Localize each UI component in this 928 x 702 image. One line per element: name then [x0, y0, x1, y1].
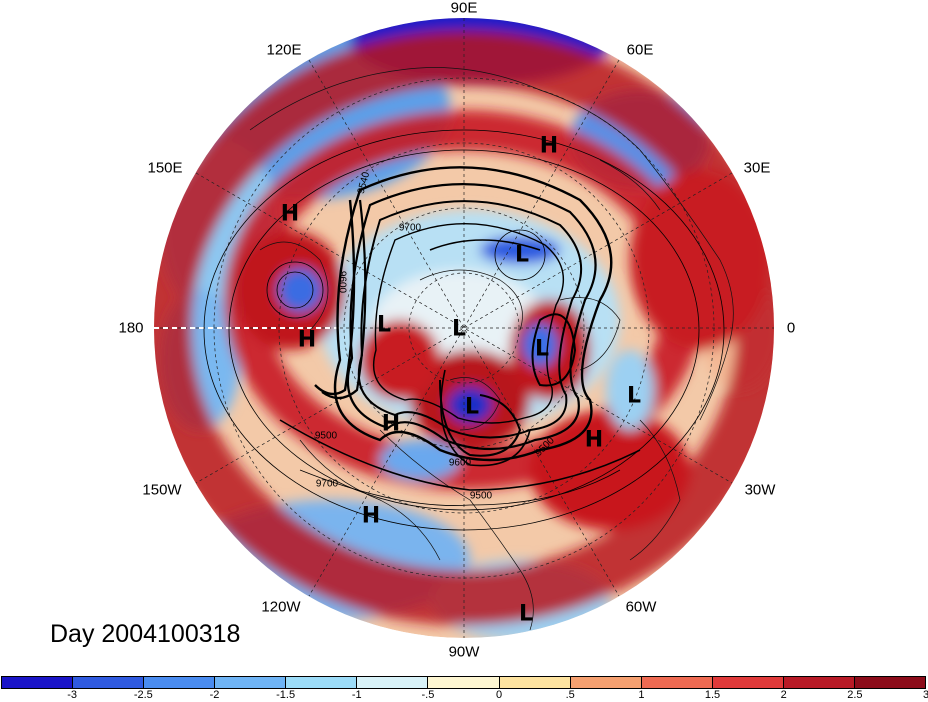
lon-label-30w: 30W — [744, 481, 776, 499]
lon-label-120e: 120E — [266, 41, 302, 59]
colorbar-tick-label: 1.5 — [704, 689, 721, 701]
high-pressure-mark: H — [381, 411, 401, 437]
lon-label-0: 0 — [786, 319, 796, 337]
colorbar-swatch — [215, 677, 287, 688]
low-pressure-mark: L — [451, 316, 467, 342]
contour-label: 9600 — [448, 457, 472, 469]
low-pressure-mark: L — [464, 394, 480, 420]
lon-label-90e: 90E — [450, 0, 478, 17]
high-pressure-mark: H — [584, 427, 604, 453]
colorbar-swatch — [712, 677, 784, 688]
lon-label-90w: 90W — [448, 643, 480, 661]
colorbar-tick-label: 2.5 — [847, 689, 863, 701]
colorbar-swatch — [286, 677, 358, 688]
lon-label-120w: 120W — [261, 598, 301, 616]
contour-label: 9500 — [469, 490, 493, 502]
coastlines — [249, 67, 734, 631]
colorbar-swatch — [144, 677, 216, 688]
colorbar-tick-label: -3 — [67, 689, 78, 701]
colorbar-tick-label: .5 — [565, 689, 575, 701]
lon-label-150w: 150W — [142, 481, 182, 499]
lon-label-60e: 60E — [626, 41, 654, 59]
height-contours — [203, 129, 725, 531]
colorbar-tick-label: 1 — [638, 689, 645, 701]
colorbar-swatch — [570, 677, 642, 688]
high-pressure-mark: H — [280, 201, 300, 227]
colorbar-tick-label: 3 — [922, 689, 928, 701]
contour-label: 9700 — [398, 222, 422, 234]
contour-label: 9700 — [315, 478, 339, 490]
colorbar-tick-label: -1.5 — [276, 689, 296, 701]
contour-label: 9600 — [336, 270, 348, 294]
lon-label-180: 180 — [118, 319, 144, 337]
colorbar-tick-label: -2 — [209, 689, 220, 701]
colorbar-tick-label: -1 — [351, 689, 362, 701]
colorbar-swatch — [2, 677, 74, 688]
high-pressure-mark: H — [539, 133, 559, 159]
colorbar-tick-label: 2 — [780, 689, 787, 701]
colorbar-tick-label: 0 — [496, 689, 503, 701]
colorbar-swatch — [783, 677, 855, 688]
low-pressure-mark: L — [534, 336, 550, 362]
low-pressure-mark: L — [518, 601, 534, 627]
colorbar-swatch — [357, 677, 429, 688]
high-pressure-mark: H — [297, 327, 317, 353]
high-pressure-mark: H — [361, 503, 381, 529]
colorbar-tick-label: -.5 — [421, 689, 435, 701]
colorbar-swatch — [641, 677, 713, 688]
day-label: Day 2004100318 — [50, 620, 241, 648]
lon-label-150e: 150E — [147, 159, 183, 177]
lon-label-60w: 60W — [625, 598, 657, 616]
colorbar-swatch — [73, 677, 145, 688]
contour-label: 9500 — [314, 430, 338, 442]
colorbar-swatch — [428, 677, 500, 688]
colorbar-swatch — [499, 677, 571, 688]
low-pressure-mark: L — [376, 312, 392, 338]
low-pressure-mark: L — [514, 242, 530, 268]
colorbar — [1, 676, 926, 689]
low-pressure-mark: L — [626, 383, 642, 409]
colorbar-swatch — [854, 677, 926, 688]
colorbar-tick-label: -2.5 — [133, 689, 153, 701]
lon-label-30e: 30E — [743, 159, 771, 177]
